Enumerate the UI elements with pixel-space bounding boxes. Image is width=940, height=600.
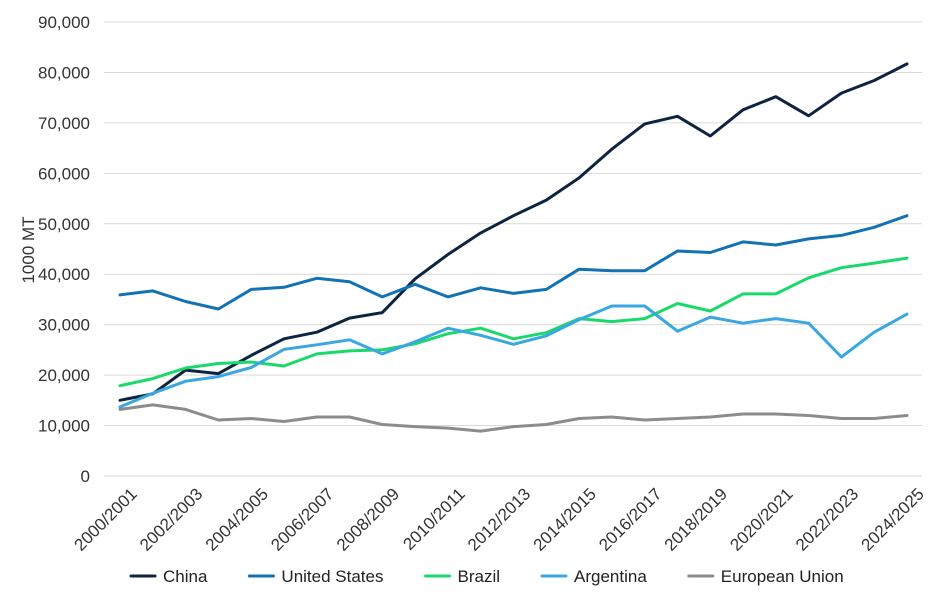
y-axis-ticks: 0 10,000 20,000 30,000 40,000 50,000 60,000 70,…: [38, 13, 90, 486]
legend-item-china: China: [129, 567, 208, 586]
x-tick-label: 2012/2013: [464, 484, 534, 554]
series-lines: [118, 62, 909, 433]
y-tick-label: 20,000: [38, 366, 90, 385]
x-tick-label: 2018/2019: [661, 484, 731, 554]
x-tick-label: 2022/2023: [792, 484, 862, 554]
series-line-european-union: [118, 403, 909, 433]
y-tick-label: 30,000: [38, 316, 90, 335]
gridlines: [104, 21, 922, 477]
series-line-china: [118, 62, 909, 402]
x-tick-label: 2004/2005: [202, 484, 272, 554]
series-line-united-states: [118, 214, 909, 311]
x-tick-label: 2024/2025: [858, 484, 928, 554]
x-tick-label: 2020/2021: [726, 484, 796, 554]
legend-item-european-union: European Union: [687, 567, 844, 586]
legend-item-argentina: Argentina: [540, 567, 647, 586]
y-tick-label: 60,000: [38, 164, 90, 183]
series-line-argentina: [118, 304, 909, 409]
legend-label: United States: [281, 567, 383, 586]
x-tick-label: 2000/2001: [71, 484, 141, 554]
y-tick-label: 70,000: [38, 114, 90, 133]
y-tick-label: 90,000: [38, 13, 90, 32]
y-tick-label: 10,000: [38, 417, 90, 436]
legend-item-brazil: Brazil: [423, 567, 500, 586]
x-tick-label: 2014/2015: [530, 484, 600, 554]
y-tick-label: 80,000: [38, 63, 90, 82]
y-tick-label: 50,000: [38, 215, 90, 234]
y-tick-label: 0: [81, 467, 90, 486]
legend-label: China: [163, 567, 208, 586]
x-tick-label: 2008/2009: [333, 484, 403, 554]
series-line-brazil: [118, 256, 909, 388]
y-tick-label: 40,000: [38, 265, 90, 284]
legend-label: European Union: [721, 567, 844, 586]
x-axis-ticks: 2000/20012002/20032004/20052006/20072008…: [71, 484, 928, 554]
x-tick-label: 2002/2003: [136, 484, 206, 554]
legend-label: Brazil: [457, 567, 500, 586]
x-tick-label: 2010/2011: [399, 484, 468, 553]
y-axis-title: 1000 MT: [19, 216, 38, 283]
legend: China United States Brazil Argentina Europea…: [129, 567, 844, 586]
x-tick-label: 2016/2017: [595, 484, 665, 554]
legend-item-united-states: United States: [247, 567, 383, 586]
legend-label: Argentina: [574, 567, 647, 586]
x-tick-label: 2006/2007: [267, 484, 337, 554]
